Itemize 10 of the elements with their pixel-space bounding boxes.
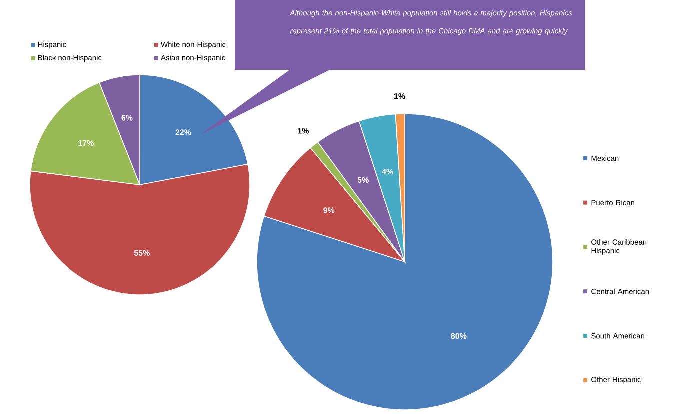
data-label: 6% (122, 115, 133, 121)
data-label: 4% (382, 169, 394, 175)
data-label: 17% (78, 140, 94, 146)
data-label: 5% (358, 177, 369, 184)
data-label: 1% (394, 94, 406, 100)
data-label: 80% (451, 333, 467, 340)
data-label: 1% (298, 128, 309, 134)
data-label: 22% (176, 130, 192, 136)
data-label: 9% (324, 208, 335, 214)
data-label: 55% (134, 250, 150, 256)
